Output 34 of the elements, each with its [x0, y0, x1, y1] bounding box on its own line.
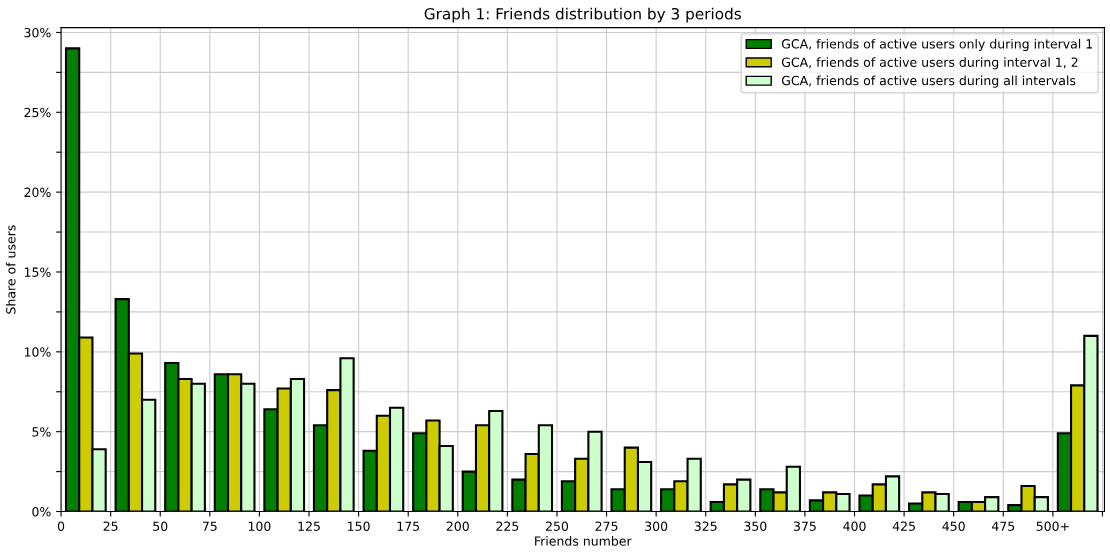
y-tick-label: 30% — [24, 27, 51, 38]
x-tick-label: 125 — [298, 521, 320, 531]
x-tick-label: 450 — [942, 521, 965, 531]
x-tick-label: 275 — [595, 521, 618, 531]
y-tick-label: 20% — [24, 187, 51, 198]
x-tick-label: 325 — [694, 521, 717, 531]
x-tick-label: 75 — [202, 521, 217, 531]
legend-label: GCA, friends of active users only during interval 1 — [781, 38, 1093, 51]
x-tick-label: 475 — [991, 521, 1015, 531]
y-tick-label: 10% — [24, 347, 51, 357]
x-tick-label: 200 — [446, 521, 469, 531]
x-tick-label: 500+ — [1036, 521, 1069, 531]
x-tick-label: 25 — [103, 521, 118, 531]
x-tick-label: 50 — [153, 521, 168, 531]
x-tick-label: 300 — [645, 521, 668, 531]
x-tick-label: 150 — [348, 521, 370, 531]
x-tick-label: 175 — [397, 521, 420, 531]
y-axis-title: Share of users — [5, 225, 16, 314]
x-tick-label: 0 — [57, 521, 65, 531]
x-tick-label: 250 — [545, 521, 569, 531]
y-tick-label: 0% — [32, 507, 51, 517]
x-tick-label: 375 — [793, 521, 816, 531]
legend-label: GCA, friends of active users during all intervals — [781, 75, 1076, 88]
x-axis-title: Friends number — [535, 536, 632, 546]
chart-title: Graph 1: Friends distribution by 3 periods — [424, 7, 741, 23]
x-tick-label: 225 — [496, 521, 519, 531]
x-tick-label: 425 — [892, 521, 915, 531]
legend-label: GCA, friends of active users during interval 1, 2 — [781, 57, 1078, 70]
x-tick-label: 350 — [744, 521, 767, 531]
y-tick-label: 15% — [24, 267, 51, 277]
y-tick-label: 5% — [32, 427, 51, 437]
x-tick-label: 100 — [248, 521, 271, 531]
y-tick-label: 25% — [24, 107, 51, 118]
x-tick-label: 400 — [843, 521, 866, 531]
